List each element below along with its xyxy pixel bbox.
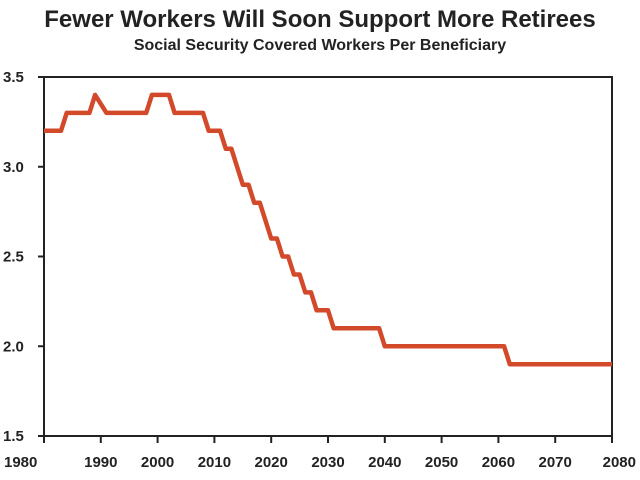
x-tick-label: 2040 (368, 454, 401, 471)
x-tick-label: 2060 (482, 454, 515, 471)
x-tick-label: 2010 (198, 454, 231, 471)
axis-tick-labels: 1980 1990 2000 2010 2020 2030 2040 2050 2060 2070… (3, 69, 636, 471)
plot-frame (43, 76, 613, 437)
x-tick-label: 2000 (141, 454, 174, 471)
x-tick-label: 2020 (255, 454, 288, 471)
y-tick-label: 2.0 (3, 338, 24, 355)
y-tick-label: 3.5 (3, 69, 24, 86)
x-tick-label: 2030 (311, 454, 344, 471)
x-tick-label: 2050 (425, 454, 458, 471)
x-tick-label: 2080 (603, 454, 636, 471)
x-tick-label: 1980 (4, 454, 37, 471)
x-tick-label: 2070 (539, 454, 572, 471)
axis-ticks (38, 76, 613, 443)
chart-title: Fewer Workers Will Soon Support More Ret… (44, 6, 596, 33)
y-tick-label: 2.5 (3, 249, 24, 266)
series-line (44, 92, 612, 367)
y-tick-label: 1.5 (3, 428, 24, 445)
x-tick-label: 1990 (84, 454, 117, 471)
chart-subtitle: Social Security Covered Workers Per Bene… (133, 37, 507, 54)
y-tick-label: 3.0 (3, 159, 24, 176)
